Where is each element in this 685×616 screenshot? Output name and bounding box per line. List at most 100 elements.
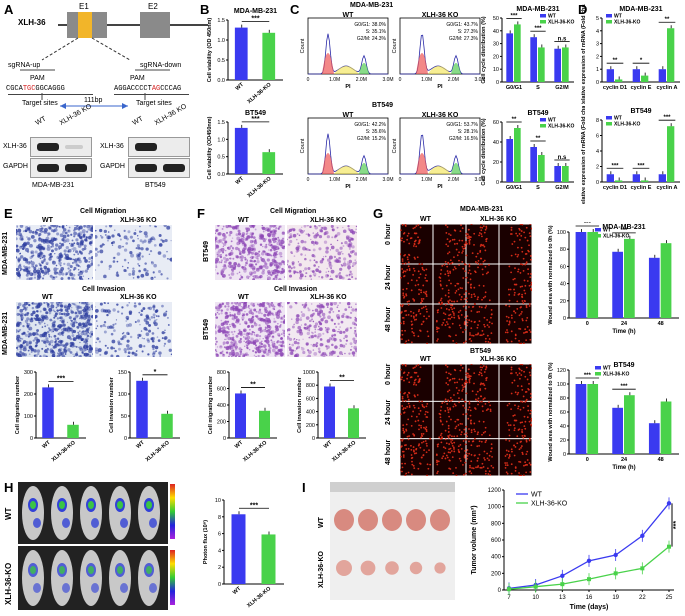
y-tick-label: 1200: [488, 488, 502, 494]
wound-cell: [470, 310, 473, 312]
wound-cell: [466, 376, 469, 379]
legend-label: XLH-36-KO: [531, 501, 568, 508]
wound-cell: [519, 223, 522, 226]
wound-cell: [448, 314, 450, 317]
wound-cell: [480, 368, 483, 371]
wound-cell: [444, 447, 447, 450]
wound-cell: [426, 411, 429, 414]
wound-cell: [418, 276, 421, 279]
wound-cell: [510, 472, 513, 475]
wound-cell: [476, 326, 479, 329]
x-tick-label: 7: [507, 595, 511, 601]
data-point: [613, 571, 618, 576]
wound-cell: [522, 395, 525, 398]
wound-cell: [464, 438, 467, 441]
wound-cell: [519, 272, 522, 274]
wound-cell: [477, 403, 479, 406]
wound-cell: [513, 414, 516, 417]
wound-cell: [530, 424, 533, 427]
f-wt-label-2: WT: [238, 294, 249, 301]
x-tick-label: 2.0M: [448, 177, 459, 183]
wound-cell: [421, 441, 423, 444]
wound-cell: [490, 332, 493, 335]
wound-cell: [514, 311, 517, 314]
wound-cell: [412, 312, 415, 314]
blot-left-target: [30, 137, 92, 157]
y-axis-label: Count: [392, 138, 398, 153]
wound-cell: [412, 410, 415, 413]
wound-cell: [401, 376, 404, 379]
wound-cell: [425, 442, 428, 445]
wound-cell: [514, 333, 517, 336]
wound-cell: [514, 419, 517, 422]
wound-cell: [459, 309, 462, 312]
mice-image: [22, 550, 160, 606]
legend-label: WT: [531, 492, 543, 499]
wound-cell: [472, 305, 475, 308]
wound-cell: [522, 302, 525, 304]
y-axis-label: Relative expression of mRNA (Fold change…: [581, 106, 587, 204]
wound-cell: [404, 407, 407, 410]
wound-cell: [454, 291, 457, 294]
wound-cell: [476, 252, 479, 255]
wound-cell: [453, 381, 456, 384]
wound-cell: [401, 316, 404, 319]
wound-cell: [452, 405, 455, 408]
tumor-wt: [430, 509, 450, 531]
wound-cell: [424, 440, 427, 442]
legend-swatch: [595, 228, 601, 232]
data-point: [587, 577, 591, 582]
wound-cell: [410, 310, 412, 313]
wound-cell: [445, 284, 448, 287]
x-tick-label: XLH-36-KO: [246, 81, 273, 105]
wound-cell: [530, 289, 533, 291]
y-axis-label: Tumor volume (mm³): [471, 505, 478, 574]
chart-title: MDA-MB-231: [516, 6, 559, 13]
wound-cell: [530, 409, 532, 412]
wound-cell: [445, 232, 448, 234]
bar: [235, 393, 246, 438]
chart-title: MDA-MB-231: [619, 6, 662, 13]
wound-cell: [487, 340, 490, 343]
legend-label: XLH-36-KO: [548, 20, 575, 26]
wound-cell: [462, 277, 465, 279]
panel-label-i: I: [302, 480, 306, 495]
x-tick-label: 0: [586, 321, 589, 327]
wound-cell: [530, 273, 532, 275]
wound-cell: [453, 307, 456, 310]
g1-peak: [416, 153, 428, 174]
wound-cell: [406, 394, 409, 396]
wound-cell: [416, 256, 419, 259]
wound-cell: [507, 424, 510, 427]
mice-image: [22, 486, 160, 540]
wound-cell: [466, 449, 469, 451]
x-tick-label: 1.0M: [421, 177, 432, 183]
sig-label: ***: [611, 163, 619, 169]
wound-cell: [448, 334, 451, 337]
wound-cell: [514, 253, 517, 256]
wound-cell: [467, 228, 470, 231]
wound-cell: [461, 390, 464, 392]
wound-cell: [412, 315, 415, 318]
wound-cell: [485, 227, 488, 229]
f-cell-mig: BT549: [203, 240, 210, 262]
wound-cell: [486, 457, 489, 460]
mouse-body: [109, 486, 131, 540]
wound-cell: [523, 425, 526, 427]
wound-cell: [448, 233, 450, 235]
wound-cell: [484, 295, 487, 298]
wound-cell: [401, 405, 404, 407]
wound-cell: [438, 436, 441, 439]
sig-label: ***: [251, 116, 259, 123]
wound-cell: [404, 399, 407, 402]
x-tick-label: cyclin E: [631, 85, 652, 91]
micrograph-e-invasion-wt: [16, 302, 93, 357]
x-tick-label: 13: [559, 595, 566, 601]
wound-cell: [508, 455, 511, 458]
wound-cell: [420, 289, 422, 292]
wound-cell: [449, 317, 452, 320]
wound-cell: [487, 271, 489, 274]
wound-cell: [406, 268, 409, 271]
